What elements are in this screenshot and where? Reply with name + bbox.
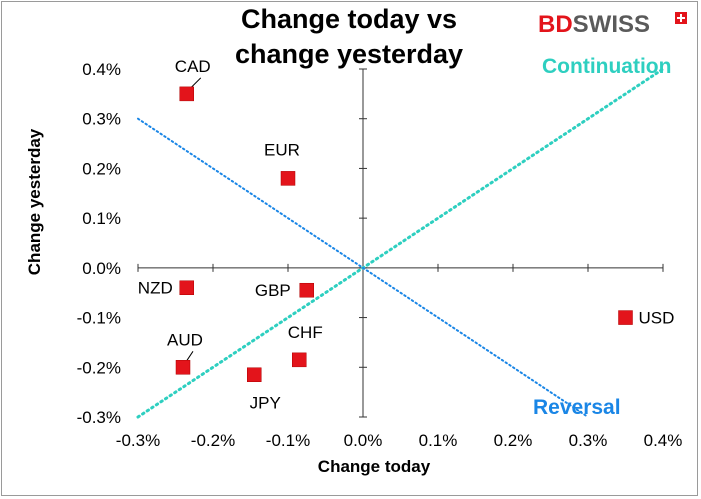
x-tick-label: 0.4% [644,431,683,450]
point-label-aud: AUD [167,330,203,349]
swiss-cross-horizontal [677,17,685,19]
y-tick-label: -0.3% [77,408,121,427]
x-tick-label: -0.3% [116,431,160,450]
label-leader-lines [184,77,202,364]
point-label-jpy: JPY [250,394,281,413]
point-jpy [247,367,262,382]
y-tick-label: 0.0% [82,259,121,278]
data-points [175,86,633,382]
x-tick-label: 0.1% [419,431,458,450]
point-label-chf: CHF [288,323,323,342]
y-tick-label: 0.1% [82,209,121,228]
point-label-usd: USD [639,309,675,328]
y-tick-labels: -0.3% -0.2% -0.1% 0.0% 0.1% 0.2% 0.3% 0.4% [77,60,121,427]
x-tick-label: 0.3% [569,431,608,450]
x-tick-label: -0.2% [191,431,235,450]
reversal-line [137,117,589,418]
y-tick-label: 0.4% [82,60,121,79]
logo-swiss: SWISS [573,11,650,38]
bdswiss-logo: BDSWISS [538,11,687,38]
point-label-cad: CAD [175,57,211,76]
x-tick-label: 0.2% [494,431,533,450]
point-aud [175,360,191,375]
x-axis-title: Change today [318,457,431,476]
reversal-annotation: Reversal [533,396,621,419]
x-tick-label: -0.1% [266,431,310,450]
y-tick-marks [359,68,367,418]
y-tick-label: 0.3% [82,110,121,129]
y-tick-label: -0.2% [77,358,121,377]
logo-bd-text: BDSWISS [538,11,650,38]
x-tick-label: 0.0% [344,431,383,450]
point-cad [179,86,194,102]
point-gbp [299,282,314,298]
y-tick-label: -0.1% [77,309,121,328]
point-chf [292,352,307,368]
y-tick-label: 0.2% [82,159,121,178]
continuation-line [136,67,665,419]
point-nzd [179,280,194,295]
chart-title-line-2: change yesterday [235,39,463,69]
point-eur [280,171,296,186]
x-tick-labels: -0.3% -0.2% -0.1% 0.0% 0.1% 0.2% 0.3% 0.4% [116,431,683,450]
point-label-gbp: GBP [255,281,291,300]
data-point-labels: CAD EUR NZD GBP USD AUD CHF JPY [138,57,675,413]
continuation-annotation: Continuation [542,55,671,78]
chart-title-line-1: Change today vs [241,4,457,34]
y-axis-title: Change yesterday [25,128,44,275]
point-label-eur: EUR [264,140,300,159]
x-tick-marks [137,263,664,272]
logo-bd: BD [538,11,573,38]
point-usd [618,310,633,325]
point-label-nzd: NZD [138,279,173,298]
